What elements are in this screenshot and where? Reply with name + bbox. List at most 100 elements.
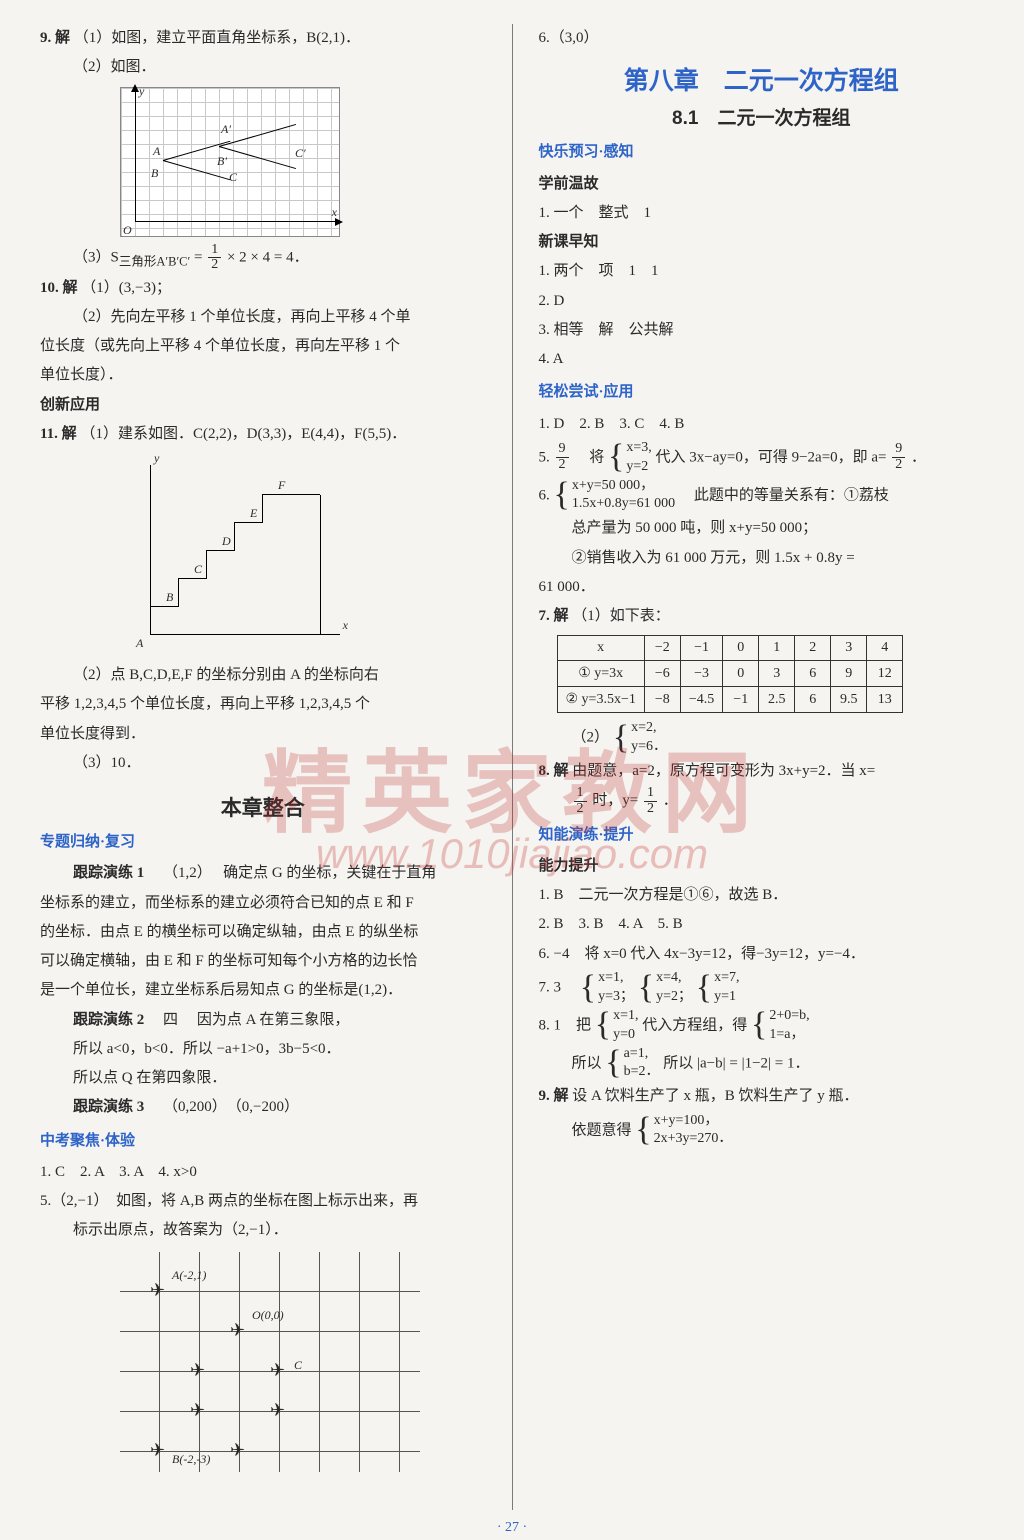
q9-3-frac: 12	[208, 243, 221, 273]
qs5-post2: ．	[911, 449, 926, 465]
xk3: 3. 相等 解 公共解	[539, 316, 985, 345]
fig1-C2: C′	[295, 146, 306, 161]
plane-icon: ✈	[230, 1320, 245, 1341]
q9-3-sub: 三角形A′B′C′	[119, 254, 190, 268]
nl7-pre: 7. 3	[539, 979, 577, 995]
qs6-b: 总产量为 50 000 吨，则 x+y=50 000；	[539, 514, 985, 543]
r-q6: 6.（3,0）	[539, 24, 985, 53]
nl9-b-pre: 依题意得	[572, 1122, 636, 1138]
fig2-B: B	[166, 590, 173, 605]
gz1-e: 是一个单位长，建立坐标系后易知点 G 的坐标是(1,2)．	[40, 976, 486, 1005]
xk1: 1. 两个 项 1 1	[539, 257, 985, 286]
nl1: 1. B 二元一次方程是①⑥，故选 B．	[539, 881, 985, 910]
qs8-a: 由题意，a=2，原方程可变形为 3x+y=2．当 x=	[572, 763, 875, 779]
fig2-F: F	[278, 478, 285, 493]
fig3-A: A(-2,1)	[172, 1268, 206, 1283]
zk-head: 中考聚焦·体验	[40, 1127, 486, 1156]
gz1-head: 跟踪演练 1	[73, 865, 144, 881]
plane-icon: ✈	[270, 1400, 285, 1421]
gz2-b: 所以 a<0，b<0．所以 −a+1>0，3b−5<0．	[40, 1035, 486, 1064]
fig1-B2: B′	[217, 154, 227, 169]
figure-2-stairs: A y x B C D E F	[130, 455, 350, 655]
plane-icon: ✈	[230, 1440, 245, 1461]
qs6-brace: {x+y=50 000，1.5x+0.8y=61 000	[554, 477, 676, 515]
q10-2a: （2）先向左平移 1 个单位长度，再向上平移 4 个单	[40, 303, 486, 332]
gz2-c: 所以点 Q 在第四象限．	[40, 1064, 486, 1093]
gz1-b: 坐标系的建立，而坐标系的建立必须符合已知的点 E 和 F	[40, 889, 486, 918]
q9-3-pre: （3）S	[73, 249, 119, 265]
gz2-head: 跟踪演练 2	[73, 1012, 144, 1028]
q11-2a: （2）点 B,C,D,E,F 的坐标分别由 A 的坐标向右	[40, 661, 486, 690]
qs-row1: 1. D 2. B 3. C 4. B	[539, 410, 985, 439]
plane-icon: ✈	[190, 1360, 205, 1381]
qs6-a: 此题中的等量关系有：①荔枝	[679, 487, 889, 503]
q9-1: （1）如图，建立平面直角坐标系，B(2,1)．	[74, 30, 360, 46]
nl8-d-brace: {a=1,b=2．	[605, 1045, 659, 1083]
qs7-a: （1）如下表：	[572, 608, 670, 624]
gz1-d: 可以确定横轴，由 E 和 F 的坐标可知每个小方格的边长恰	[40, 947, 486, 976]
plane-icon: ✈	[270, 1360, 285, 1381]
nl8-pre: 8. 1 把	[539, 1017, 595, 1033]
qs7-head: 7. 解	[539, 608, 569, 624]
xk2: 2. D	[539, 287, 985, 316]
right-column: 6.（3,0） 第八章 二元一次方程组 8.1 二元一次方程组 快乐预习·感知 …	[539, 24, 985, 1510]
xk-head: 新课早知	[539, 228, 985, 257]
gz1-c: 的坐标．由点 E 的横坐标可以确定纵轴，由点 E 的纵坐标	[40, 918, 486, 947]
fig1-C: C	[229, 170, 237, 185]
fig3-C: C	[294, 1358, 302, 1373]
xq1: 1. 一个 整式 1	[539, 199, 985, 228]
fig3-B: B(-2,-3)	[172, 1452, 210, 1467]
gz3-head: 跟踪演练 3	[73, 1099, 144, 1115]
q10-head: 10. 解	[40, 280, 78, 296]
table-row: x −2 −1 0 1 2 3 4	[557, 636, 903, 661]
kl-head: 快乐预习·感知	[539, 138, 985, 167]
fig1-A: A	[153, 144, 160, 159]
gz1-a: 确定点 G 的坐标，关键在于直角	[223, 865, 436, 881]
qs8-frac2: 12	[644, 786, 657, 816]
table-row: ② y=3.5x−1 −8 −4.5 −1 2.5 6 9.5 13	[557, 687, 903, 713]
qs7-table: x −2 −1 0 1 2 3 4 ① y=3x −6 −3 0 3 6 9 1…	[557, 635, 904, 713]
nl8-b1: {x=1,y=0	[595, 1007, 639, 1045]
nl-head: 能力提升	[539, 852, 985, 881]
zk5-b: 标示出原点，故答案为（2,−1）．	[40, 1216, 486, 1245]
q11-3: （3）10．	[40, 749, 486, 778]
qs6-pre: 6.	[539, 487, 554, 503]
qs8-frac1: 12	[574, 786, 587, 816]
q9-3-post: × 2 × 4 = 4．	[227, 249, 309, 265]
nl8-b2g: {2+0=b,1=a，	[751, 1007, 810, 1045]
qs8-head: 8. 解	[539, 763, 569, 779]
zt-head: 专题归纳·复习	[40, 828, 486, 857]
fig2-A: A	[136, 636, 143, 651]
nl8-d-post: 所以 |a−b| = |1−2| = 1．	[663, 1055, 809, 1071]
fig1-A2: A′	[221, 122, 231, 137]
xk4: 4. A	[539, 345, 985, 374]
qs8-post: ．	[663, 793, 678, 809]
figure-1-grid: O y x A B C A′ B′ C′	[120, 87, 340, 237]
q10-1: （1）(3,−3)；	[81, 280, 171, 296]
fig2-C: C	[194, 562, 202, 577]
q9-head: 9. 解	[40, 30, 70, 46]
nl7-b3: {x=7,y=1	[696, 969, 740, 1007]
fig2-D: D	[222, 534, 231, 549]
cx-head: 创新应用	[40, 391, 486, 420]
qs8-mid: 时，y=	[592, 793, 638, 809]
fig1-y: y	[139, 84, 144, 99]
qs6-d: 61 000．	[539, 573, 985, 602]
nl8-mid: 代入方程组，得	[642, 1017, 751, 1033]
figure-3-planes: ✈ A(-2,1) ✈ O(0,0) ✈ ✈ C ✈ ✈ ✈ B(-2,-3) …	[120, 1252, 420, 1472]
xq-head: 学前温故	[539, 170, 985, 199]
zk5-a: 5.（2,−1） 如图，将 A,B 两点的坐标在图上标示出来，再	[40, 1187, 486, 1216]
gz1-ans: （1,2）	[163, 865, 204, 881]
q9-2: （2）如图．	[40, 53, 486, 82]
fig1-x: x	[332, 205, 337, 220]
plane-icon: ✈	[190, 1400, 205, 1421]
qs5-frac2: 92	[892, 442, 905, 472]
page: 9. 解 （1）如图，建立平面直角坐标系，B(2,1)． （2）如图． O y …	[40, 24, 984, 1510]
section-title: 8.1 二元一次方程组	[539, 103, 985, 130]
chapter-title: 第八章 二元一次方程组	[539, 61, 985, 97]
qs5-post1: 代入 3x−ay=0，可得 9−2a=0，即 a=	[656, 449, 887, 465]
qs5-frac: 92	[556, 442, 569, 472]
fig3-O: O(0,0)	[252, 1308, 284, 1323]
qs5-brace: {x=3,y=2	[608, 439, 652, 477]
nl9-a: 设 A 饮料生产了 x 瓶，B 饮料生产了 y 瓶．	[572, 1088, 858, 1104]
